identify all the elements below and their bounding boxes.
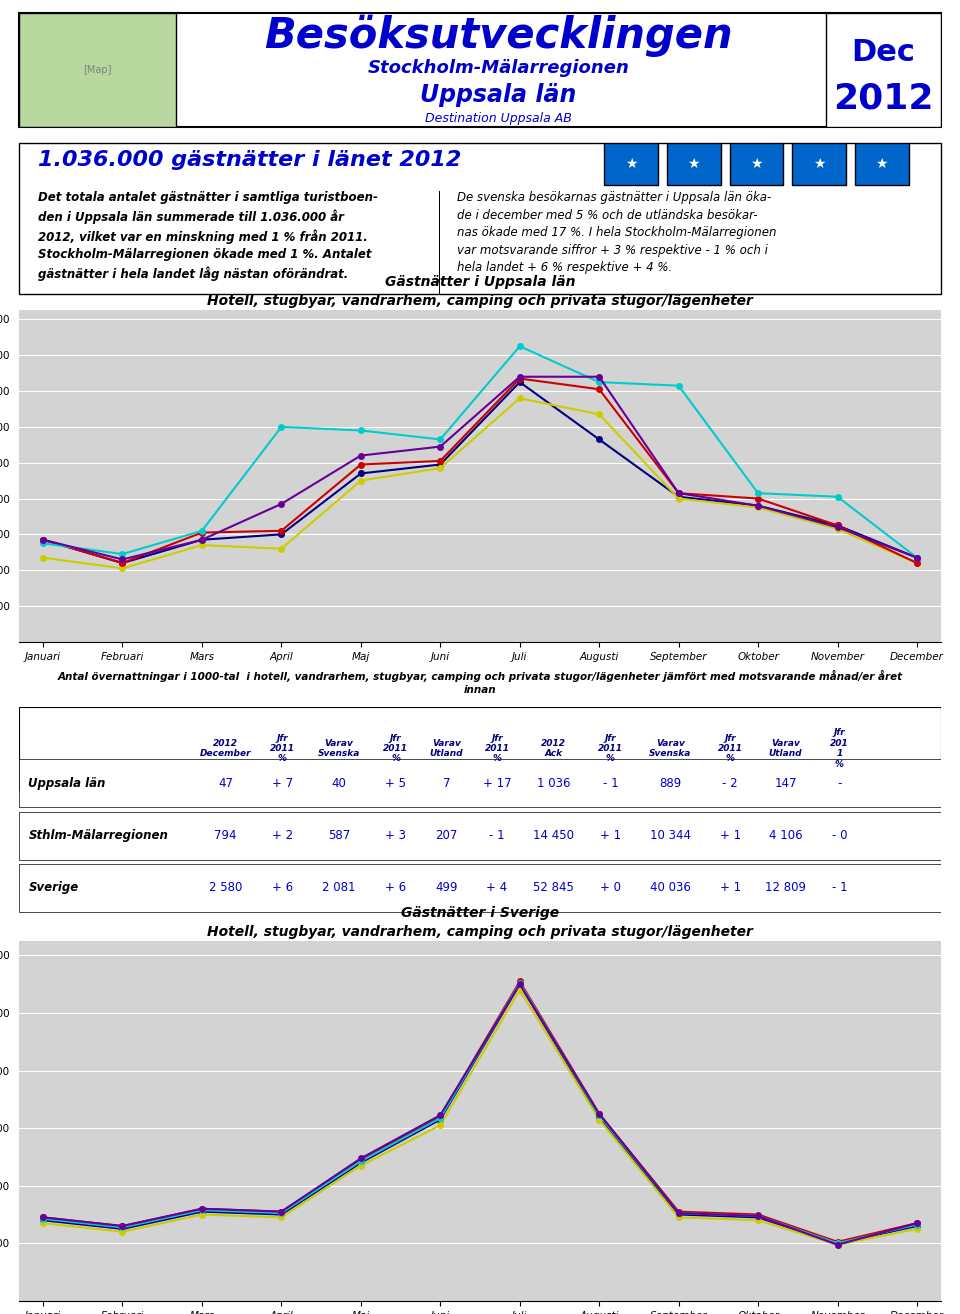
FancyBboxPatch shape bbox=[19, 865, 941, 912]
Text: 794: 794 bbox=[214, 829, 237, 842]
Text: - 1: - 1 bbox=[603, 777, 618, 790]
Text: + 1: + 1 bbox=[600, 829, 621, 842]
Text: Varav
Svenska: Varav Svenska bbox=[318, 738, 360, 758]
Text: Jfr
2011
%: Jfr 2011 % bbox=[383, 733, 408, 763]
FancyBboxPatch shape bbox=[19, 13, 941, 126]
Text: Besöksutvecklingen: Besöksutvecklingen bbox=[264, 14, 732, 57]
Text: Jfr
201
1
%: Jfr 201 1 % bbox=[830, 728, 849, 769]
FancyBboxPatch shape bbox=[855, 143, 908, 185]
Text: Jfr
2011
%: Jfr 2011 % bbox=[270, 733, 295, 763]
Text: ★: ★ bbox=[750, 158, 763, 171]
Text: Destination Uppsala AB: Destination Uppsala AB bbox=[425, 112, 572, 125]
Text: De svenska besökarnas gästnätter i Uppsala län öka-
de i december med 5 % och de: De svenska besökarnas gästnätter i Uppsa… bbox=[457, 192, 777, 275]
Text: + 1: + 1 bbox=[720, 829, 741, 842]
Text: 499: 499 bbox=[435, 882, 458, 895]
FancyBboxPatch shape bbox=[19, 812, 941, 859]
FancyBboxPatch shape bbox=[826, 13, 941, 126]
Text: Jfr
2011
%: Jfr 2011 % bbox=[485, 733, 510, 763]
Legend: 2008, 2009, 2010, 2011, 2012: 2008, 2009, 2010, 2011, 2012 bbox=[243, 712, 717, 735]
Text: Varav
Utland: Varav Utland bbox=[429, 738, 463, 758]
Text: + 3: + 3 bbox=[385, 829, 406, 842]
FancyBboxPatch shape bbox=[605, 143, 658, 185]
Text: - 2: - 2 bbox=[723, 777, 738, 790]
Text: + 4: + 4 bbox=[487, 882, 508, 895]
Text: 2 580: 2 580 bbox=[209, 882, 242, 895]
Text: - 1: - 1 bbox=[490, 829, 505, 842]
Title: Gästnätter i Sverige
Hotell, stugbyar, vandrarhem, camping och privata stugor/lä: Gästnätter i Sverige Hotell, stugbyar, v… bbox=[207, 907, 753, 938]
Text: 4 106: 4 106 bbox=[769, 829, 803, 842]
FancyBboxPatch shape bbox=[19, 707, 941, 790]
Text: 2012
December: 2012 December bbox=[200, 738, 252, 758]
Text: 10 344: 10 344 bbox=[650, 829, 691, 842]
Text: 52 845: 52 845 bbox=[534, 882, 574, 895]
Text: [Map]: [Map] bbox=[84, 64, 111, 75]
Text: + 1: + 1 bbox=[720, 882, 741, 895]
Title: Gästnätter i Uppsala län
Hotell, stugbyar, vandrarhem, camping och privata stugo: Gästnätter i Uppsala län Hotell, stugbya… bbox=[207, 276, 753, 307]
Text: 2012: 2012 bbox=[833, 81, 934, 116]
Text: 40 036: 40 036 bbox=[650, 882, 691, 895]
Text: 14 450: 14 450 bbox=[533, 829, 574, 842]
Text: + 0: + 0 bbox=[600, 882, 621, 895]
Text: 1.036.000 gästnätter i länet 2012: 1.036.000 gästnätter i länet 2012 bbox=[37, 150, 461, 171]
FancyBboxPatch shape bbox=[19, 759, 941, 807]
FancyBboxPatch shape bbox=[19, 143, 941, 294]
Text: Sverige: Sverige bbox=[29, 882, 79, 895]
FancyBboxPatch shape bbox=[730, 143, 783, 185]
Text: Jfr
2011
%: Jfr 2011 % bbox=[598, 733, 623, 763]
Text: ★: ★ bbox=[876, 158, 888, 171]
Text: 889: 889 bbox=[660, 777, 682, 790]
Text: - 0: - 0 bbox=[831, 829, 847, 842]
Text: 207: 207 bbox=[435, 829, 458, 842]
Text: -: - bbox=[837, 777, 842, 790]
Text: Stockholm-Mälarregionen: Stockholm-Mälarregionen bbox=[368, 59, 630, 76]
Text: + 17: + 17 bbox=[483, 777, 512, 790]
FancyBboxPatch shape bbox=[667, 143, 721, 185]
Text: - 1: - 1 bbox=[831, 882, 848, 895]
Text: 2012
Ack: 2012 Ack bbox=[541, 738, 566, 758]
Text: Uppsala län: Uppsala län bbox=[29, 777, 106, 790]
Text: 7: 7 bbox=[443, 777, 450, 790]
Text: Dec: Dec bbox=[852, 38, 916, 67]
Text: Varav
Utland: Varav Utland bbox=[769, 738, 803, 758]
Text: 47: 47 bbox=[218, 777, 233, 790]
Text: + 7: + 7 bbox=[272, 777, 293, 790]
Text: 1 036: 1 036 bbox=[537, 777, 570, 790]
Text: Antal övernattningar i 1000-tal  i hotell, vandrarhem, stugbyar, camping och pri: Antal övernattningar i 1000-tal i hotell… bbox=[58, 670, 902, 695]
Text: + 2: + 2 bbox=[272, 829, 293, 842]
FancyBboxPatch shape bbox=[792, 143, 846, 185]
Text: + 6: + 6 bbox=[272, 882, 293, 895]
Text: 40: 40 bbox=[331, 777, 347, 790]
Text: + 6: + 6 bbox=[385, 882, 406, 895]
Text: Jfr
2011
%: Jfr 2011 % bbox=[718, 733, 743, 763]
Text: 2 081: 2 081 bbox=[323, 882, 356, 895]
Text: 12 809: 12 809 bbox=[765, 882, 806, 895]
Text: ★: ★ bbox=[813, 158, 826, 171]
Text: Varav
Svenska: Varav Svenska bbox=[649, 738, 691, 758]
Text: Det totala antalet gästnätter i samtliga turistboen-
den i Uppsala län summerade: Det totala antalet gästnätter i samtliga… bbox=[37, 192, 377, 281]
Text: + 5: + 5 bbox=[385, 777, 406, 790]
FancyBboxPatch shape bbox=[19, 13, 176, 126]
FancyBboxPatch shape bbox=[439, 192, 441, 294]
Text: Sthlm-Mälarregionen: Sthlm-Mälarregionen bbox=[29, 829, 168, 842]
Text: 587: 587 bbox=[328, 829, 350, 842]
Text: 147: 147 bbox=[775, 777, 797, 790]
Text: ★: ★ bbox=[625, 158, 637, 171]
Text: Uppsala län: Uppsala län bbox=[420, 83, 577, 106]
Text: ★: ★ bbox=[687, 158, 700, 171]
